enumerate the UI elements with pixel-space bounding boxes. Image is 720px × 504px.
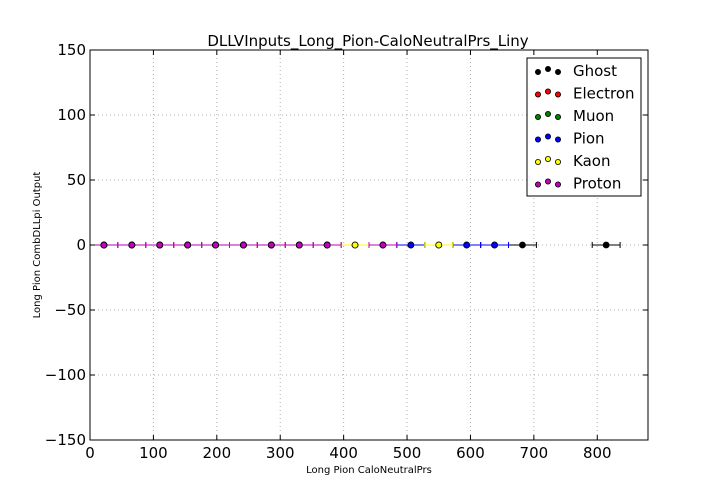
- legend-marker: [535, 69, 542, 76]
- y-tick-label: 150: [57, 41, 86, 59]
- x-tick-label: 700: [520, 444, 549, 462]
- y-tick-label: −50: [54, 301, 86, 319]
- data-point: [491, 241, 498, 249]
- legend: Ghost Electron Muon Pion Kaon Proton: [526, 57, 642, 197]
- data-point: [407, 241, 415, 249]
- legend-marker: [555, 181, 562, 188]
- data-point: [351, 241, 359, 249]
- legend-marker: [555, 114, 562, 121]
- legend-label: Proton: [573, 175, 621, 193]
- data-point: [602, 241, 610, 249]
- data-point: [212, 241, 219, 249]
- legend-marker: [555, 91, 562, 98]
- x-tick-label: 0: [85, 444, 95, 462]
- y-tick-label: 0: [76, 236, 86, 254]
- y-tick-label: 100: [57, 106, 86, 124]
- legend-marker: [535, 158, 542, 165]
- legend-marker: [545, 88, 552, 95]
- legend-marker: [545, 133, 552, 140]
- x-tick-label: 200: [202, 444, 231, 462]
- y-tick-label: −100: [45, 366, 86, 384]
- x-tick-label: 800: [583, 444, 612, 462]
- data-point: [463, 241, 471, 249]
- data-point: [100, 241, 108, 249]
- legend-marker: [555, 69, 562, 76]
- y-axis-label: Long Pion CombDLLpi Output: [32, 172, 43, 319]
- legend-marker: [555, 158, 562, 165]
- y-tick-label: −150: [45, 431, 86, 449]
- axis-ticks: 0 100 200 300 400 500 600 700 800 −150 −100 −50 0 50 1…: [45, 41, 648, 462]
- data-point: [156, 241, 164, 249]
- x-tick-label: 600: [456, 444, 485, 462]
- legend-marker: [535, 114, 542, 121]
- data-points: [100, 241, 610, 249]
- data-point: [295, 241, 303, 249]
- legend-marker: [535, 136, 542, 143]
- legend-box: [526, 57, 642, 197]
- legend-marker: [545, 66, 552, 73]
- data-point: [184, 241, 192, 249]
- data-point: [323, 241, 331, 249]
- legend-marker: [545, 178, 552, 185]
- legend-label: Ghost: [573, 62, 617, 80]
- data-point: [267, 241, 275, 249]
- chart-title: DLLVInputs_Long_Pion-CaloNeutralPrs_Liny: [207, 32, 528, 51]
- legend-marker: [535, 91, 542, 98]
- x-tick-label: 100: [139, 444, 168, 462]
- y-tick-label: 50: [67, 171, 86, 189]
- data-point: [240, 241, 247, 249]
- legend-marker: [555, 136, 562, 143]
- x-tick-label: 400: [329, 444, 358, 462]
- x-tick-label: 300: [266, 444, 295, 462]
- data-point: [519, 241, 526, 249]
- legend-marker: [545, 111, 552, 118]
- data-point: [128, 241, 136, 249]
- legend-marker: [545, 155, 552, 162]
- x-axis-label: Long Pion CaloNeutralPrs: [306, 465, 432, 476]
- legend-marker: [535, 181, 542, 188]
- data-point: [379, 241, 387, 249]
- data-point: [435, 241, 443, 249]
- legend-label: Electron: [573, 85, 635, 103]
- legend-label: Pion: [573, 130, 605, 148]
- legend-label: Muon: [573, 107, 614, 125]
- legend-label: Kaon: [573, 152, 610, 170]
- x-tick-label: 500: [393, 444, 422, 462]
